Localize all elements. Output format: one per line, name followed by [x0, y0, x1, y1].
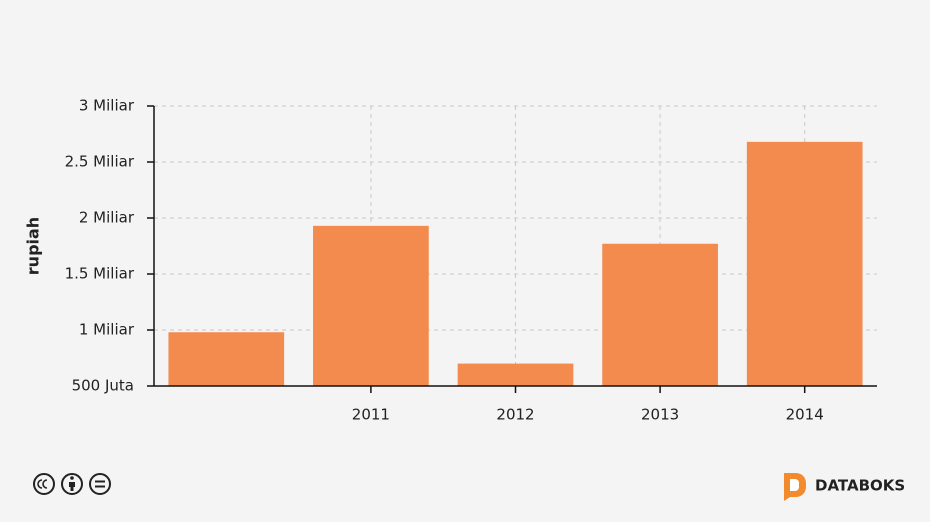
- y-tick-label: 1.5 Miliar: [65, 265, 135, 283]
- brand-name: DATABOKS: [815, 477, 905, 495]
- x-tick-label: 2013: [641, 406, 679, 424]
- brand-logo: [784, 473, 806, 501]
- x-tick-label: 2014: [786, 406, 824, 424]
- y-tick-label: 2.5 Miliar: [65, 153, 135, 171]
- bar: [602, 243, 718, 386]
- bar: [313, 225, 429, 386]
- y-tick-label: 2 Miliar: [79, 209, 135, 227]
- license-icons: [33, 473, 111, 495]
- bar: [457, 363, 574, 386]
- bar: [746, 141, 863, 386]
- x-tick-label: 2011: [352, 406, 390, 424]
- y-axis-label: rupiah: [24, 217, 43, 275]
- y-tick-label: 3 Miliar: [79, 97, 135, 115]
- bar: [168, 332, 285, 386]
- y-tick-label: 500 Juta: [72, 377, 134, 395]
- y-tick-label: 1 Miliar: [79, 321, 135, 339]
- x-tick-label: 2012: [496, 406, 534, 424]
